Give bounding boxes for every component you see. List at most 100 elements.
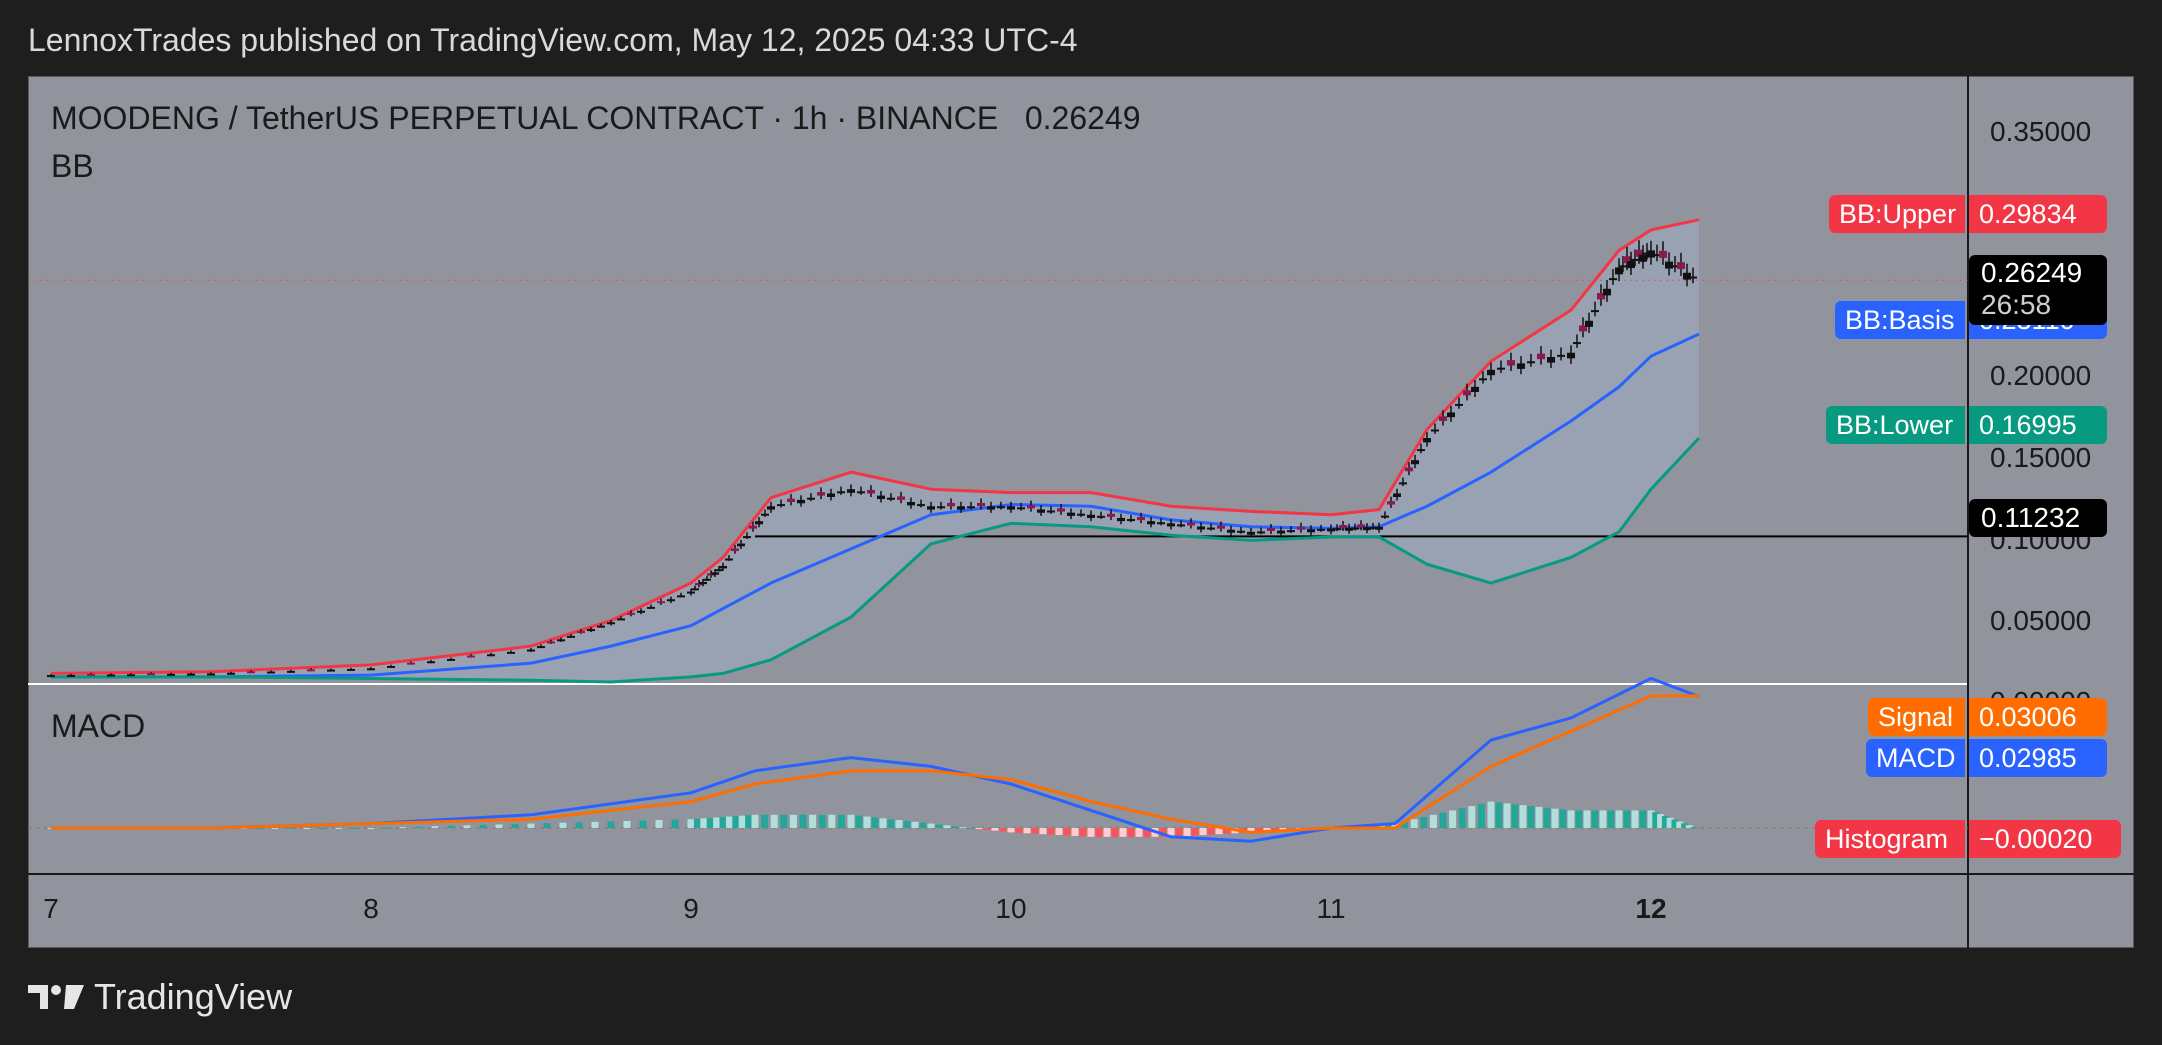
signal-name-tag: Signal xyxy=(1868,698,1965,736)
histogram-bar xyxy=(1429,814,1437,828)
histogram-bar xyxy=(809,814,817,828)
candle-body xyxy=(1351,527,1359,530)
last-price-tag: 0.26249 26:58 xyxy=(1969,255,2107,325)
histogram-bar xyxy=(991,828,999,831)
candle-body xyxy=(807,497,815,500)
candle-body xyxy=(607,622,615,625)
candle-body xyxy=(1677,262,1685,270)
bb-indicator-label[interactable]: BB xyxy=(51,148,94,184)
candle-body xyxy=(1639,254,1647,262)
candle-body xyxy=(67,674,75,677)
price-axis-tick: 0.15000 xyxy=(1990,442,2092,473)
candle-body xyxy=(1327,528,1335,532)
candle-body xyxy=(87,673,95,676)
time-axis-tick: 9 xyxy=(683,893,699,924)
candle-body xyxy=(1137,516,1145,521)
histogram-bar xyxy=(693,818,701,828)
candle-body xyxy=(1257,531,1265,534)
candle-body xyxy=(937,506,945,509)
candle-body xyxy=(1405,467,1413,472)
candle-body xyxy=(787,498,795,502)
histogram-bar xyxy=(319,828,327,829)
candle-body xyxy=(1333,528,1341,531)
candle-body xyxy=(1647,250,1655,258)
symbol-last-price: 0.26249 xyxy=(1024,100,1141,136)
price-axis-tick: 0.35000 xyxy=(1990,116,2092,147)
histogram-bar xyxy=(1079,828,1087,837)
candle-body xyxy=(1619,265,1627,268)
candle-body xyxy=(1339,525,1347,529)
candle-body xyxy=(1665,261,1673,269)
candle-body xyxy=(867,489,875,494)
candle-body xyxy=(749,525,757,529)
candle-body xyxy=(267,671,275,674)
histogram-bar xyxy=(1681,823,1689,828)
macd-indicator-label[interactable]: MACD xyxy=(51,708,146,744)
histogram-bar xyxy=(1015,828,1023,833)
candle-body xyxy=(1187,522,1195,526)
symbol-name: MOODENG / TetherUS PERPETUAL CONTRACT · … xyxy=(51,100,999,136)
histogram-bar xyxy=(447,825,455,828)
histogram-bar xyxy=(1599,810,1607,828)
histogram-bar xyxy=(1103,828,1111,837)
price-chart[interactable] xyxy=(28,76,2134,948)
histogram-bar xyxy=(271,828,279,829)
histogram-bar xyxy=(1685,825,1693,828)
candle-body xyxy=(1591,310,1599,313)
candle-body xyxy=(719,565,727,569)
candle-body xyxy=(637,610,645,613)
candle-body xyxy=(847,489,855,493)
histogram-bar xyxy=(911,821,919,828)
histogram-bar xyxy=(351,828,359,829)
tradingview-logo[interactable]: TradingView xyxy=(28,976,292,1018)
candle-body xyxy=(1217,525,1225,529)
histogram-bar xyxy=(1458,808,1466,828)
candle-body xyxy=(777,504,785,507)
candle-body xyxy=(1547,357,1555,363)
histogram-bar xyxy=(959,827,967,829)
histogram-bar xyxy=(639,820,647,828)
histogram-bar xyxy=(1615,810,1623,828)
histogram-bar xyxy=(1175,828,1183,837)
bb-lower-name-tag: BB:Lower xyxy=(1826,406,1965,444)
histogram-value-tag: −0.00020 xyxy=(1969,820,2121,858)
candle-body xyxy=(1609,278,1617,281)
candle-body xyxy=(767,506,775,510)
candle-body xyxy=(1603,288,1611,296)
candle-body xyxy=(1393,493,1401,497)
histogram-bar xyxy=(951,826,959,828)
candle-body xyxy=(927,506,935,510)
histogram-bar xyxy=(1111,828,1119,837)
histogram-bar xyxy=(706,817,714,828)
candle-body xyxy=(187,673,195,676)
histogram-bar xyxy=(255,828,263,829)
histogram-bar xyxy=(1607,810,1615,828)
histogram-bar xyxy=(1477,803,1485,828)
candle-body xyxy=(167,673,175,676)
candle-body xyxy=(1207,527,1215,530)
candle-body xyxy=(1431,429,1439,432)
signal-line xyxy=(51,694,1700,834)
bb-upper-value-tag: 0.29834 xyxy=(1969,195,2107,233)
candle-body xyxy=(1527,361,1535,364)
histogram-bar xyxy=(847,814,855,828)
histogram-bar xyxy=(1449,810,1457,828)
histogram-bar xyxy=(495,824,503,828)
candle-body xyxy=(627,612,635,615)
symbol-title[interactable]: MOODENG / TetherUS PERPETUAL CONTRACT · … xyxy=(51,100,1141,137)
last-price-value: 0.26249 xyxy=(1981,257,2083,288)
histogram-bar xyxy=(975,828,983,829)
bb-basis-name-tag: BB:Basis xyxy=(1835,301,1965,339)
candle-body xyxy=(557,639,565,642)
candle-body xyxy=(577,631,585,634)
price-axis-tick: 0.05000 xyxy=(1990,605,2092,636)
candle-body xyxy=(1557,354,1565,357)
candle-body xyxy=(327,669,335,672)
candle-body xyxy=(1297,526,1305,530)
histogram-bar xyxy=(943,825,951,828)
bb-basis-line xyxy=(51,332,1700,679)
support-level-tag: 0.11232 xyxy=(1969,499,2107,537)
candle-body xyxy=(537,646,545,649)
candle-body xyxy=(307,669,315,672)
histogram-bar xyxy=(1559,809,1567,828)
